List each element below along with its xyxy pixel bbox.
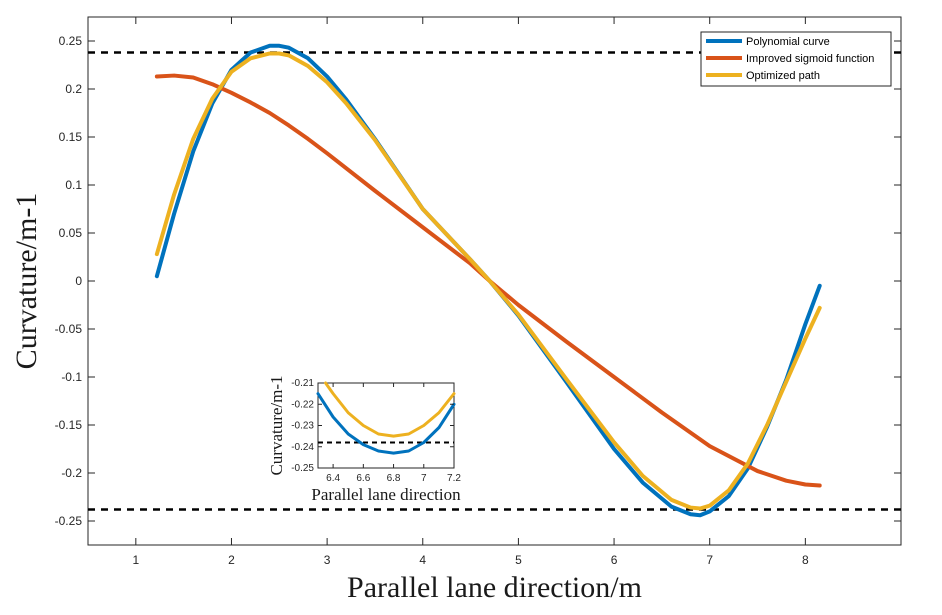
inset-y-tick-label: -0.22 [291, 399, 314, 410]
inset-x-axis-ticks: 6.4 6.6 6.8 7 7.2 [326, 383, 461, 484]
main-series-line-2 [154, 73, 822, 488]
inset-y-tick-label: -0.23 [291, 421, 314, 432]
inset-y-axis-title: Curvature/m-1 [267, 375, 286, 475]
main-x-tick-label: 2 [228, 553, 235, 567]
main-y-tick-label: -0.1 [61, 370, 82, 384]
main-y-tick-label: 0.05 [59, 226, 83, 240]
main-y-tick-label: 0.2 [65, 82, 82, 96]
legend-items: Polynomial curve Improved sigmoid functio… [706, 36, 874, 82]
main-y-tick-label: -0.15 [55, 418, 83, 432]
main-x-tick-label: 8 [802, 553, 809, 567]
main-y-axis-ticks: 0.25 0.2 0.15 0.1 0.05 0 -0.05 -0.1 -0.15 -0.2 -0.… [55, 34, 901, 528]
inset-series-line-1 [316, 392, 456, 455]
legend-label-3: Optimized path [746, 70, 820, 82]
main-y-tick-label: 0.15 [59, 130, 83, 144]
main-y-tick-label: 0.1 [65, 178, 82, 192]
inset-x-tick-label: 6.8 [387, 473, 401, 484]
main-y-tick-label: -0.25 [55, 514, 83, 528]
inset-x-tick-label: 7.2 [447, 473, 461, 484]
inset-x-tick-label: 7 [421, 473, 427, 484]
inset-y-tick-label: -0.21 [291, 378, 314, 389]
main-x-tick-label: 1 [132, 553, 139, 567]
inset-y-axis-ticks: -0.21 -0.22 -0.23 -0.24 -0.25 [291, 378, 454, 474]
main-x-axis-ticks: 1 2 3 4 5 6 7 8 [132, 17, 809, 567]
main-y-axis-title: Curvature/m-1 [10, 193, 43, 370]
inset-y-tick-label: -0.24 [291, 442, 314, 453]
legend-label-1: Polynomial curve [746, 36, 830, 48]
main-series-group [154, 43, 822, 518]
inset-x-tick-label: 6.6 [356, 473, 370, 484]
inset-series-line-2 [324, 381, 456, 438]
main-x-tick-label: 3 [324, 553, 331, 567]
legend-label-2: Improved sigmoid function [746, 53, 874, 65]
legend: Polynomial curve Improved sigmoid functio… [700, 31, 892, 87]
inset-x-tick-label: 6.4 [326, 473, 340, 484]
main-x-tick-label: 6 [611, 553, 618, 567]
main-plot-frame [87, 16, 902, 546]
inset-plot-frame [317, 382, 455, 469]
inset-x-axis-title: Parallel lane direction [311, 485, 461, 504]
main-y-tick-label: 0 [75, 274, 82, 288]
main-y-tick-label: -0.05 [55, 322, 83, 336]
main-y-tick-label: -0.2 [61, 466, 82, 480]
main-series-line-3 [154, 51, 822, 511]
inset-series-group [316, 381, 456, 455]
inset-plot: 6.4 6.6 6.8 7 7.2 -0.21-0.22-0.23-0.24-0.25 … [267, 375, 461, 504]
main-x-tick-label: 5 [515, 553, 522, 567]
main-plot: 1 2 3 4 5 6 7 8 0.25 0.2 0.15 0.1 0.05 0 -0.05 -0.1 -0.… [10, 16, 902, 604]
main-y-tick-label: 0.25 [59, 34, 83, 48]
main-x-tick-label: 4 [419, 553, 426, 567]
inset-y-tick-label: -0.25 [291, 463, 314, 474]
main-x-axis-title: Parallel lane direction/m [347, 571, 642, 604]
main-x-tick-label: 7 [706, 553, 713, 567]
